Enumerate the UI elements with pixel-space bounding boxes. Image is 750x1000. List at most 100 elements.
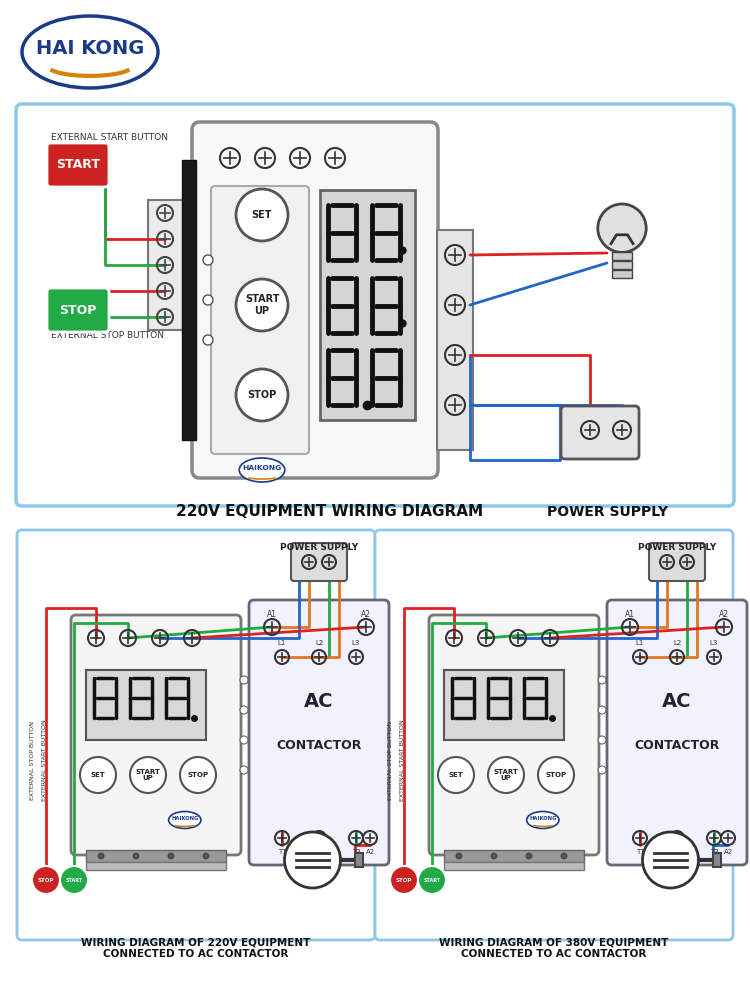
Bar <box>612 270 632 278</box>
FancyBboxPatch shape <box>291 543 347 581</box>
Text: POWER SUPPLY: POWER SUPPLY <box>548 505 668 519</box>
FancyBboxPatch shape <box>16 104 734 506</box>
Text: T1: T1 <box>278 849 286 855</box>
Circle shape <box>538 757 574 793</box>
Bar <box>444 850 584 862</box>
FancyBboxPatch shape <box>561 406 639 459</box>
Circle shape <box>390 866 418 894</box>
Text: AC: AC <box>304 692 334 711</box>
FancyBboxPatch shape <box>17 530 375 940</box>
FancyBboxPatch shape <box>375 530 733 940</box>
Ellipse shape <box>22 16 158 88</box>
Text: EXTERNAL START BUTTON: EXTERNAL START BUTTON <box>51 132 168 141</box>
Bar <box>320 190 415 420</box>
Circle shape <box>236 189 288 241</box>
Bar <box>182 160 196 440</box>
Text: START: START <box>65 878 82 882</box>
Bar <box>612 252 632 260</box>
Text: START
UP: START UP <box>136 768 160 782</box>
Text: L2: L2 <box>315 640 323 646</box>
Circle shape <box>598 706 606 714</box>
Text: POWER SUPPLY: POWER SUPPLY <box>280 544 358 552</box>
Bar <box>86 850 226 862</box>
Text: A2: A2 <box>365 849 374 855</box>
Circle shape <box>98 853 104 859</box>
Text: EXTERNAL STOP BUTTON: EXTERNAL STOP BUTTON <box>388 720 392 800</box>
Text: A2: A2 <box>719 610 729 619</box>
Circle shape <box>598 766 606 774</box>
Circle shape <box>168 853 174 859</box>
Text: HAIKONG: HAIKONG <box>529 816 556 821</box>
Text: A2: A2 <box>724 849 733 855</box>
FancyBboxPatch shape <box>429 615 599 855</box>
Circle shape <box>598 204 646 252</box>
Text: 220V EQUIPMENT WIRING DIAGRAM: 220V EQUIPMENT WIRING DIAGRAM <box>176 504 484 520</box>
Circle shape <box>240 736 248 744</box>
Circle shape <box>80 757 116 793</box>
Circle shape <box>60 866 88 894</box>
Circle shape <box>203 853 209 859</box>
Bar <box>86 670 206 740</box>
Circle shape <box>643 832 698 888</box>
Text: EXTERNAL STOP BUTTON: EXTERNAL STOP BUTTON <box>51 332 164 340</box>
Text: L3: L3 <box>352 640 360 646</box>
Text: HAI KONG: HAI KONG <box>36 38 144 57</box>
Text: EXTERNAL STOP BUTTON: EXTERNAL STOP BUTTON <box>29 720 34 800</box>
FancyBboxPatch shape <box>192 122 438 478</box>
Text: HAIKONG: HAIKONG <box>171 816 199 821</box>
Text: START
UP: START UP <box>494 768 518 782</box>
Bar <box>444 670 564 740</box>
Circle shape <box>236 279 288 331</box>
Text: SET: SET <box>91 772 105 778</box>
Bar <box>444 862 584 870</box>
Text: A1: A1 <box>625 610 635 619</box>
FancyBboxPatch shape <box>71 615 241 855</box>
Circle shape <box>561 853 567 859</box>
Text: T2: T2 <box>315 849 323 855</box>
Circle shape <box>236 369 288 421</box>
Bar <box>712 853 721 867</box>
Text: STOP: STOP <box>188 772 209 778</box>
Bar <box>437 230 473 450</box>
Text: L1: L1 <box>636 640 644 646</box>
Text: STOP: STOP <box>396 878 412 882</box>
Text: A1: A1 <box>267 610 277 619</box>
Circle shape <box>203 255 213 265</box>
FancyBboxPatch shape <box>211 186 309 454</box>
Bar <box>148 200 183 330</box>
Ellipse shape <box>526 812 559 828</box>
Text: SET: SET <box>448 772 464 778</box>
Text: STOP: STOP <box>248 390 277 400</box>
Bar <box>612 261 632 269</box>
Text: START: START <box>56 158 100 172</box>
Text: EXTERNAL START BUTTON: EXTERNAL START BUTTON <box>41 719 46 801</box>
FancyBboxPatch shape <box>47 288 109 332</box>
Circle shape <box>598 736 606 744</box>
Text: POWER SUPPLY: POWER SUPPLY <box>638 544 716 552</box>
Text: START: START <box>424 878 440 882</box>
FancyBboxPatch shape <box>649 543 705 581</box>
FancyBboxPatch shape <box>607 600 747 865</box>
Circle shape <box>32 866 60 894</box>
Circle shape <box>488 757 524 793</box>
Text: STOP: STOP <box>59 304 97 316</box>
Circle shape <box>491 853 497 859</box>
Text: L2: L2 <box>673 640 681 646</box>
Circle shape <box>203 295 213 305</box>
Text: T3: T3 <box>710 849 718 855</box>
Text: T2: T2 <box>673 849 681 855</box>
Text: EXTERNAL START BUTTON: EXTERNAL START BUTTON <box>400 719 404 801</box>
Text: CONTACTOR: CONTACTOR <box>276 739 362 752</box>
Ellipse shape <box>239 458 285 482</box>
Text: L1: L1 <box>278 640 286 646</box>
Text: T1: T1 <box>635 849 644 855</box>
Circle shape <box>203 335 213 345</box>
Text: L3: L3 <box>710 640 718 646</box>
Circle shape <box>284 832 340 888</box>
Text: HAIKONG: HAIKONG <box>242 465 282 471</box>
Circle shape <box>180 757 216 793</box>
Circle shape <box>130 757 166 793</box>
Text: WIRING DIAGRAM OF 220V EQUIPMENT
CONNECTED TO AC CONTACTOR: WIRING DIAGRAM OF 220V EQUIPMENT CONNECT… <box>81 937 310 959</box>
Text: A2: A2 <box>361 610 371 619</box>
FancyBboxPatch shape <box>47 143 109 187</box>
